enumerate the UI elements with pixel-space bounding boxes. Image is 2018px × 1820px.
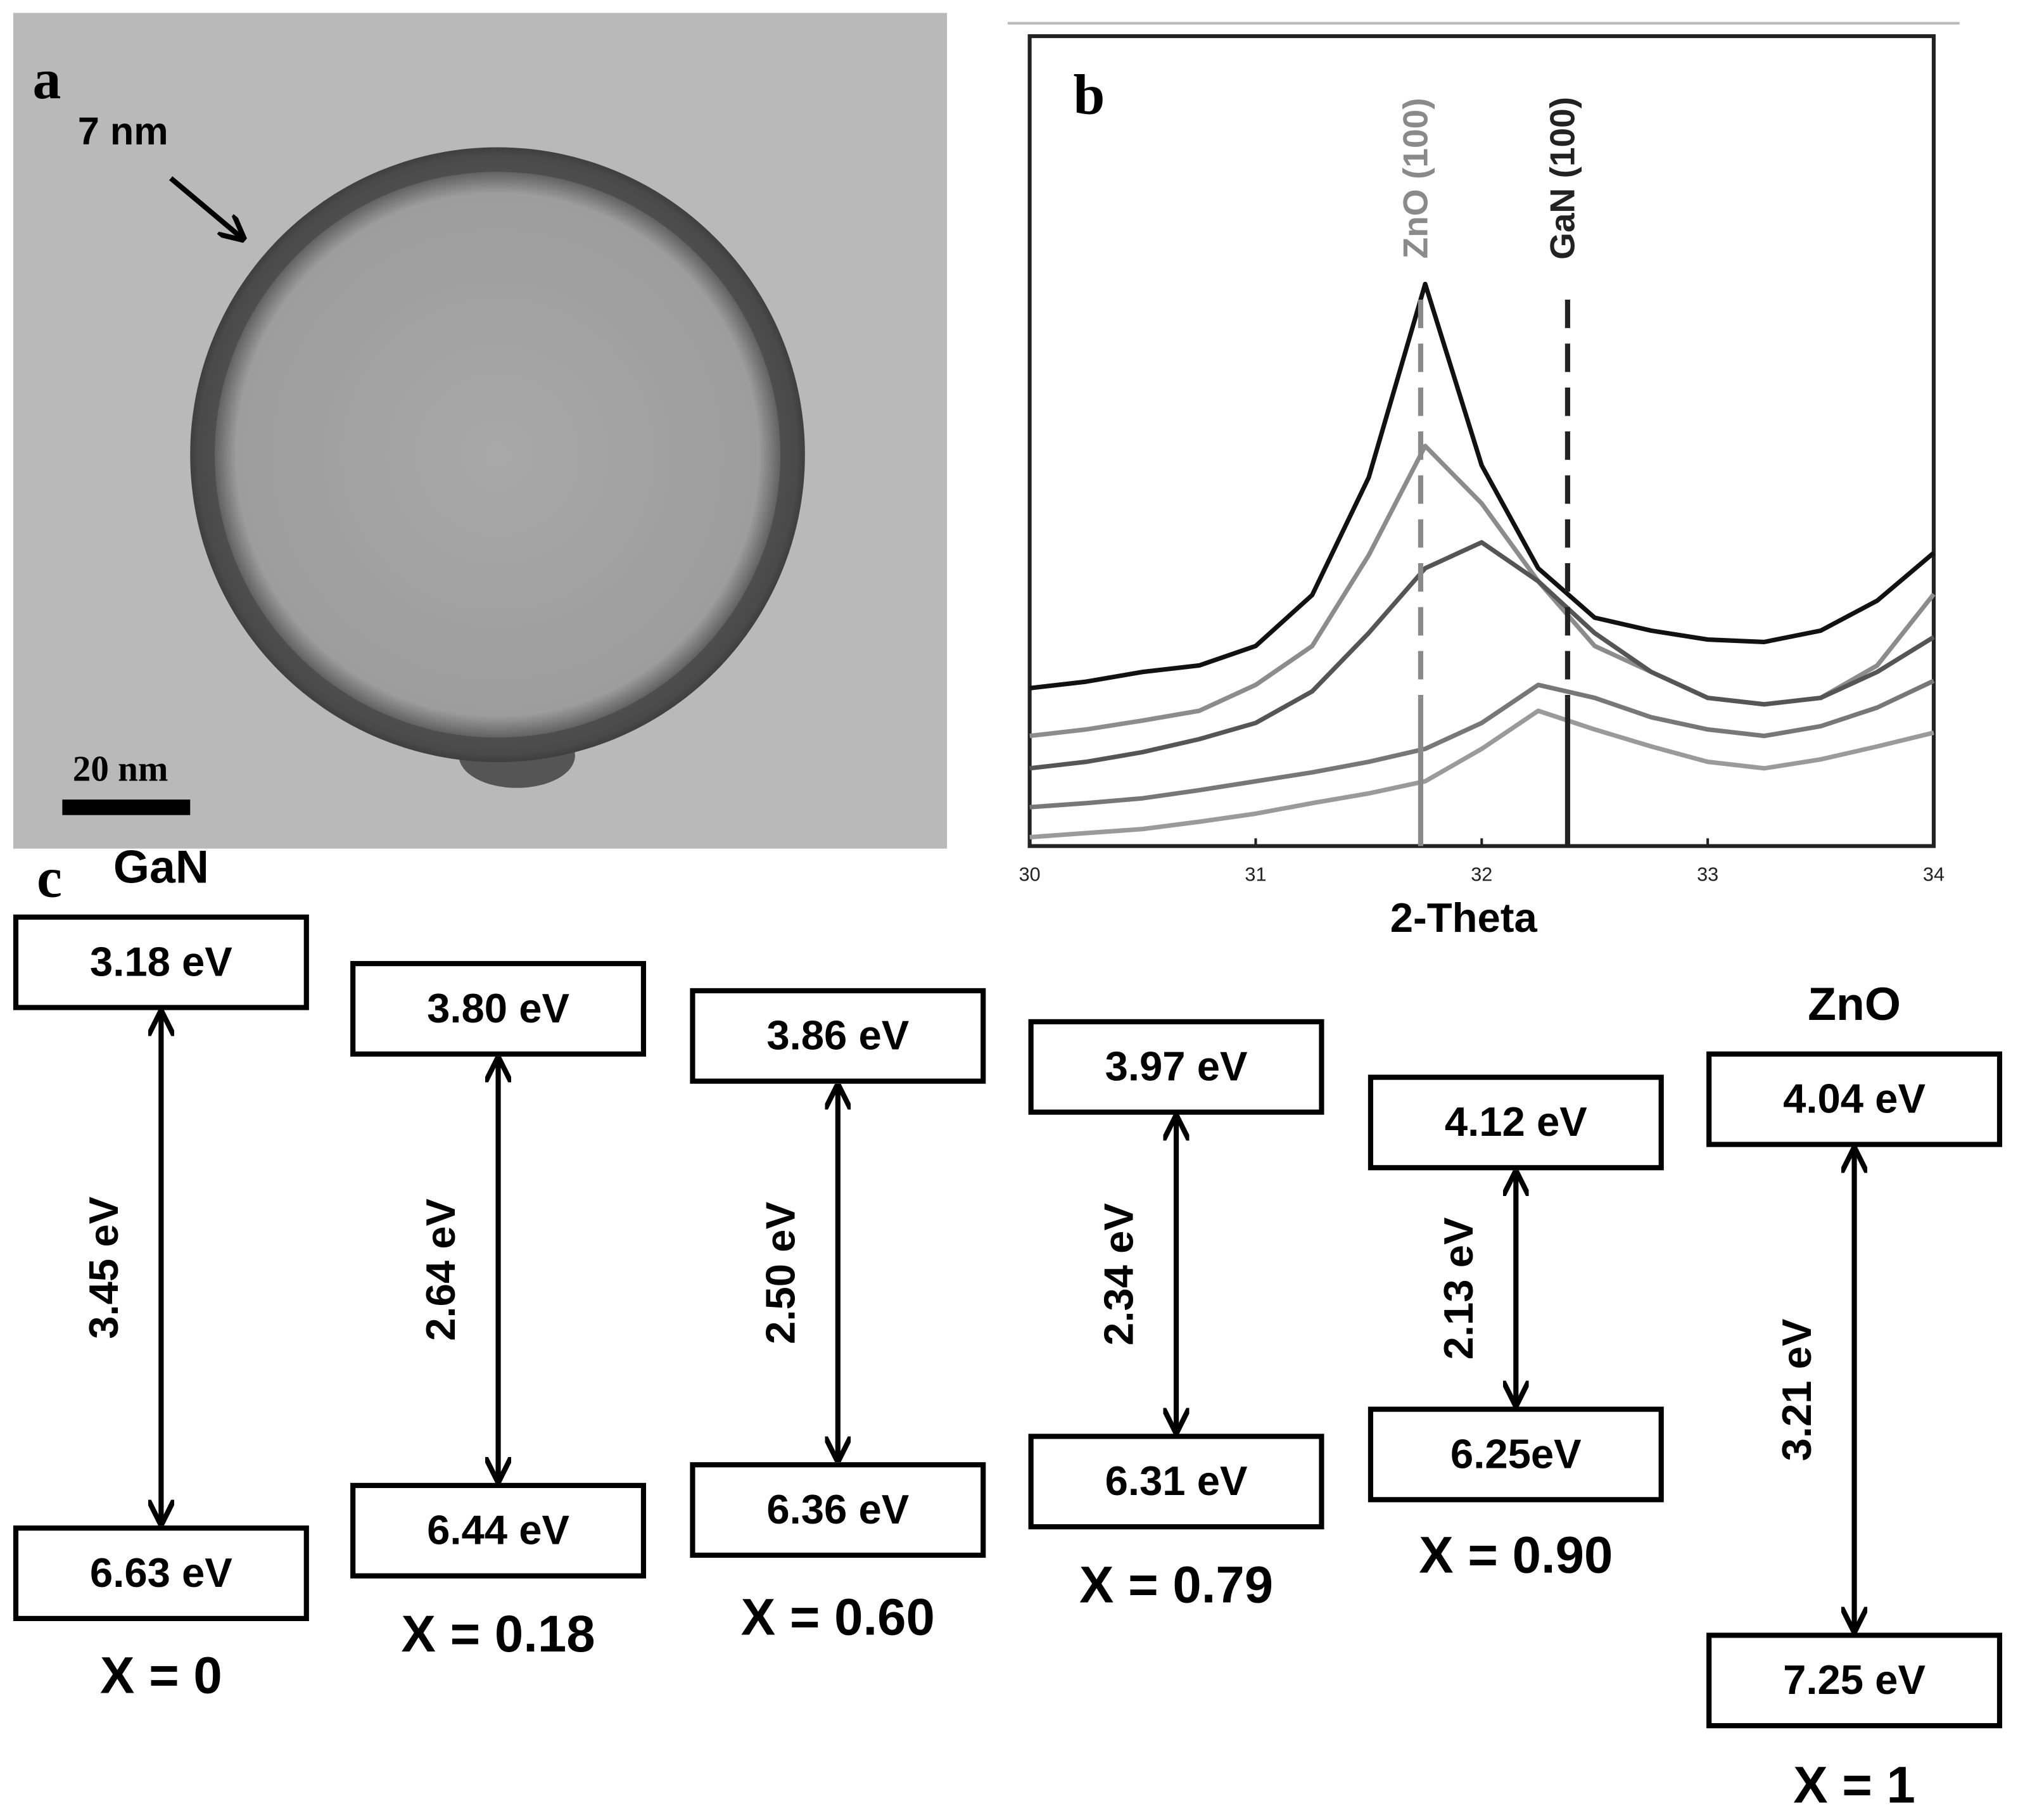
reference-label: GaN (100)	[1542, 97, 1582, 260]
panel-a: a 7 nm 20 nm	[13, 13, 948, 849]
band-edge-label: 6.25eV	[1450, 1430, 1582, 1477]
band-box	[1368, 1074, 1664, 1171]
band-edge-label: 6.36 eV	[766, 1486, 909, 1532]
data-line	[1029, 281, 1936, 690]
band-box	[690, 988, 986, 1084]
panel-b: b 2-Theta 30 31 32 33 34 ZnO (100) GaN (100)	[1007, 22, 1960, 941]
band-box	[13, 914, 309, 1010]
band-edge-label: 3.18 eV	[90, 938, 232, 984]
band-box	[1028, 1434, 1324, 1530]
sphere-shell	[196, 153, 799, 756]
band-box	[350, 961, 647, 1057]
band-edge-label: 4.12 eV	[1445, 1098, 1587, 1145]
band-box	[350, 1482, 647, 1579]
band-edge-label: 6.63 eV	[90, 1550, 232, 1596]
x-tick-label: 33	[1697, 864, 1718, 886]
scale-bar-label: 20 nm	[73, 749, 168, 789]
composition-label: X = 0.18	[402, 1605, 595, 1663]
band-box	[1028, 1019, 1324, 1115]
composition-label: X = 0.79	[1079, 1556, 1273, 1614]
band-box	[1706, 1632, 2003, 1729]
band-edge-label: 3.97 eV	[1105, 1043, 1248, 1090]
panel-label: a	[32, 48, 61, 111]
band-edge-label: 7.25 eV	[1783, 1657, 1926, 1703]
composition-label: X = 0.90	[1419, 1527, 1613, 1584]
band-edge-label: 6.31 eV	[1105, 1458, 1248, 1504]
annotation-arrow	[169, 176, 243, 239]
gap-label: 3.21 eV	[1774, 1318, 1820, 1461]
gap-label: 2.50 eV	[757, 1202, 803, 1344]
band-edge-label: 4.04 eV	[1783, 1076, 1926, 1122]
gap-label: 2.34 eV	[1096, 1203, 1142, 1346]
composition-label: X = 0	[100, 1646, 222, 1704]
hollow-sphere	[190, 147, 805, 763]
material-label: GaN	[113, 841, 209, 893]
panel-label: b	[1073, 64, 1105, 127]
band-box	[690, 1462, 986, 1558]
band-box	[1368, 1406, 1664, 1503]
band-edge-label: 6.44 eV	[427, 1507, 569, 1553]
data-line	[1029, 708, 1934, 840]
panel-label: c	[37, 846, 62, 909]
data-line	[1029, 678, 1935, 810]
band-box	[13, 1525, 309, 1621]
band-edge-label: 3.86 eV	[766, 1012, 909, 1059]
x-tick-label: 31	[1245, 864, 1266, 886]
scale-bar	[62, 799, 191, 815]
gap-label: 3.45 eV	[80, 1196, 127, 1339]
composition-label: X = 0.60	[741, 1589, 935, 1646]
band-edge-label: 3.80 eV	[427, 985, 569, 1031]
data-line	[1029, 540, 1935, 771]
gap-label: 2.13 eV	[1435, 1217, 1482, 1359]
band-box	[1706, 1051, 2003, 1147]
material-label: ZnO	[1808, 978, 1901, 1030]
x-tick-label: 34	[1923, 864, 1945, 886]
panel-c: c GaN 3.18 eV 6.63 eV 3.45 eV X = 0 3.80 eV 6.…	[13, 841, 2003, 1814]
gap-label: 2.64 eV	[417, 1198, 464, 1340]
shell-annotation: 7 nm	[78, 110, 168, 153]
composition-label: X = 1	[1793, 1757, 1915, 1814]
plot-frame	[1027, 34, 1936, 848]
x-tick-label: 30	[1019, 864, 1041, 886]
reference-label: ZnO (100)	[1395, 98, 1435, 258]
x-tick-label: 32	[1471, 864, 1492, 886]
x-axis-label: 2-Theta	[1390, 894, 1538, 941]
